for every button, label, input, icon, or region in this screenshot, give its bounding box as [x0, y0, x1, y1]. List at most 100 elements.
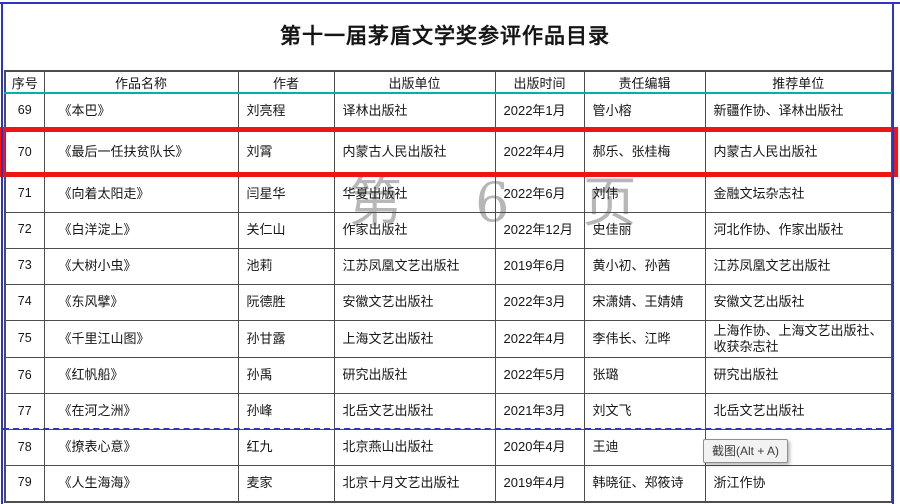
table-row: 75 《千里江山图》 孙甘露 上海文艺出版社 2022年4月 李伟长、江晔 上海…: [4, 319, 893, 358]
table-row: 72 《白洋淀上》 关仁山 作家出版社 2022年12月 史佳丽 河北作协、作家…: [4, 211, 893, 249]
cell-editor: 黄小初、孙茜: [583, 247, 706, 285]
cell-editor: 刘文飞: [583, 393, 706, 430]
column-header: 责任编辑: [583, 70, 706, 94]
cell-index: 71: [4, 175, 45, 213]
cell-work-title: 《在河之洲》: [43, 393, 239, 430]
cell-recommender: 内蒙古人民出版社: [704, 128, 893, 177]
cell-publish-date: 2022年5月: [494, 357, 585, 394]
table-body: 69 《本巴》 刘亮程 译林出版社 2022年1月 管小榕 新疆作协、译林出版社…: [4, 92, 893, 502]
cell-author: 刘亮程: [237, 92, 335, 130]
cell-recommender: 浙江作协: [704, 465, 893, 502]
cell-index: 70: [4, 128, 45, 177]
table-row: 74 《东风擘》 阮德胜 安徽文艺出版社 2022年3月 宋潇婧、王婧婧 安徽文…: [4, 283, 893, 321]
column-header: 出版单位: [333, 70, 496, 94]
cell-author: 阮德胜: [237, 283, 335, 321]
cell-author: 麦家: [237, 465, 335, 502]
cell-author: 孙峰: [237, 393, 335, 430]
cell-work-title: 《大树小虫》: [43, 247, 239, 285]
cell-publisher: 江苏凤凰文艺出版社: [333, 247, 496, 285]
cell-publish-date: 2019年4月: [494, 465, 585, 502]
cell-editor: 韩晓征、郑筱诗: [583, 465, 706, 502]
table-row: 71 《向着太阳走》 闫星华 华夏出版社 2022年6月 刘伟 金融文坛杂志社: [4, 175, 893, 213]
cell-author: 闫星华: [237, 175, 335, 213]
cell-index: 78: [4, 429, 45, 466]
cell-editor: 管小榕: [583, 92, 706, 130]
cell-publisher: 北岳文艺出版社: [333, 393, 496, 430]
cell-author: 红九: [237, 429, 335, 466]
cell-editor: 郝乐、张桂梅: [583, 128, 706, 177]
table-row: 73 《大树小虫》 池莉 江苏凤凰文艺出版社 2019年6月 黄小初、孙茜 江苏…: [4, 247, 893, 285]
capture-border-top: [0, 2, 900, 4]
cell-index: 74: [4, 283, 45, 321]
cell-recommender: 河北作协、作家出版社: [704, 211, 893, 249]
cell-recommender: 上海作协、上海文艺出版社、收获杂志社: [704, 319, 893, 358]
cell-publisher: 研究出版社: [333, 357, 496, 394]
cell-publisher: 作家出版社: [333, 211, 496, 249]
cell-publish-date: 2022年3月: [494, 283, 585, 321]
cell-work-title: 《白洋淀上》: [43, 211, 239, 249]
cell-work-title: 《撩表心意》: [43, 429, 239, 466]
cell-index: 75: [4, 319, 45, 358]
cell-editor: 李伟长、江晔: [583, 319, 706, 358]
works-table: 序号 作品名称 作者 出版单位 出版时间 责任编辑 推荐单位 69 《本巴》 刘亮程 译林出…: [4, 70, 893, 503]
cell-publisher: 上海文艺出版社: [333, 319, 496, 358]
capture-border-left: [1, 2, 3, 504]
cell-work-title: 《红帆船》: [43, 357, 239, 394]
cell-work-title: 《人生海海》: [43, 465, 239, 502]
cell-editor: 刘伟: [583, 175, 706, 213]
cell-work-title: 《向着太阳走》: [43, 175, 239, 213]
cell-recommender: 新疆作协、译林出版社: [704, 92, 893, 130]
capture-border-right: [892, 2, 894, 504]
cell-publish-date: 2022年12月: [494, 211, 585, 249]
cell-publisher: 华夏出版社: [333, 175, 496, 213]
cell-publish-date: 2022年1月: [494, 92, 585, 130]
cell-index: 69: [4, 92, 45, 130]
cell-index: 72: [4, 211, 45, 249]
table-row: 78 《撩表心意》 红九 北京燕山出版社 2020年4月 王迪: [4, 429, 893, 466]
cell-index: 79: [4, 465, 45, 502]
cell-work-title: 《本巴》: [43, 92, 239, 130]
cell-index: 76: [4, 357, 45, 394]
cell-recommender: 安徽文艺出版社: [704, 283, 893, 321]
cell-publisher: 北京燕山出版社: [333, 429, 496, 466]
cell-publisher: 译林出版社: [333, 92, 496, 130]
cell-author: 刘霄: [237, 128, 335, 177]
cell-publish-date: 2019年6月: [494, 247, 585, 285]
cell-work-title: 《最后一任扶贫队长》: [43, 128, 239, 177]
cell-recommender: 金融文坛杂志社: [704, 175, 893, 213]
cell-author: 孙禹: [237, 357, 335, 394]
cell-editor: 宋潇婧、王婧婧: [583, 283, 706, 321]
column-header: 出版时间: [494, 70, 585, 94]
cell-editor: 张璐: [583, 357, 706, 394]
cell-publisher: 内蒙古人民出版社: [333, 128, 496, 177]
cell-publish-date: 2020年4月: [494, 429, 585, 466]
cell-index: 77: [4, 393, 45, 430]
table-row: 69 《本巴》 刘亮程 译林出版社 2022年1月 管小榕 新疆作协、译林出版社: [4, 92, 893, 130]
header-row: 序号 作品名称 作者 出版单位 出版时间 责任编辑 推荐单位: [4, 70, 893, 94]
column-header: 作品名称: [43, 70, 239, 94]
page-title: 第十一届茅盾文学奖参评作品目录: [280, 25, 610, 48]
cell-author: 孙甘露: [237, 319, 335, 358]
cell-work-title: 《东风擘》: [43, 283, 239, 321]
table-row: 76 《红帆船》 孙禹 研究出版社 2022年5月 张璐 研究出版社: [4, 357, 893, 394]
cell-author: 关仁山: [237, 211, 335, 249]
table-row: 79 《人生海海》 麦家 北京十月文艺出版社 2019年4月 韩晓征、郑筱诗 浙…: [4, 465, 893, 502]
cell-editor: 王迪: [583, 429, 706, 466]
cell-publish-date: 2022年4月: [494, 128, 585, 177]
column-header: 序号: [4, 70, 45, 94]
column-header: 推荐单位: [704, 70, 893, 94]
cell-recommender: 北岳文艺出版社: [704, 393, 893, 430]
cell-publish-date: 2021年3月: [494, 393, 585, 430]
cell-index: 73: [4, 247, 45, 285]
column-header: 作者: [237, 70, 335, 94]
cell-editor: 史佳丽: [583, 211, 706, 249]
cell-recommender: 研究出版社: [704, 357, 893, 394]
cell-author: 池莉: [237, 247, 335, 285]
table-row: 70 《最后一任扶贫队长》 刘霄 内蒙古人民出版社 2022年4月 郝乐、张桂梅…: [4, 128, 893, 177]
page-break-dashed-line: [3, 428, 892, 430]
cell-recommender: 江苏凤凰文艺出版社: [704, 247, 893, 285]
cell-publisher: 北京十月文艺出版社: [333, 465, 496, 502]
cell-publish-date: 2022年4月: [494, 319, 585, 358]
cell-publisher: 安徽文艺出版社: [333, 283, 496, 321]
